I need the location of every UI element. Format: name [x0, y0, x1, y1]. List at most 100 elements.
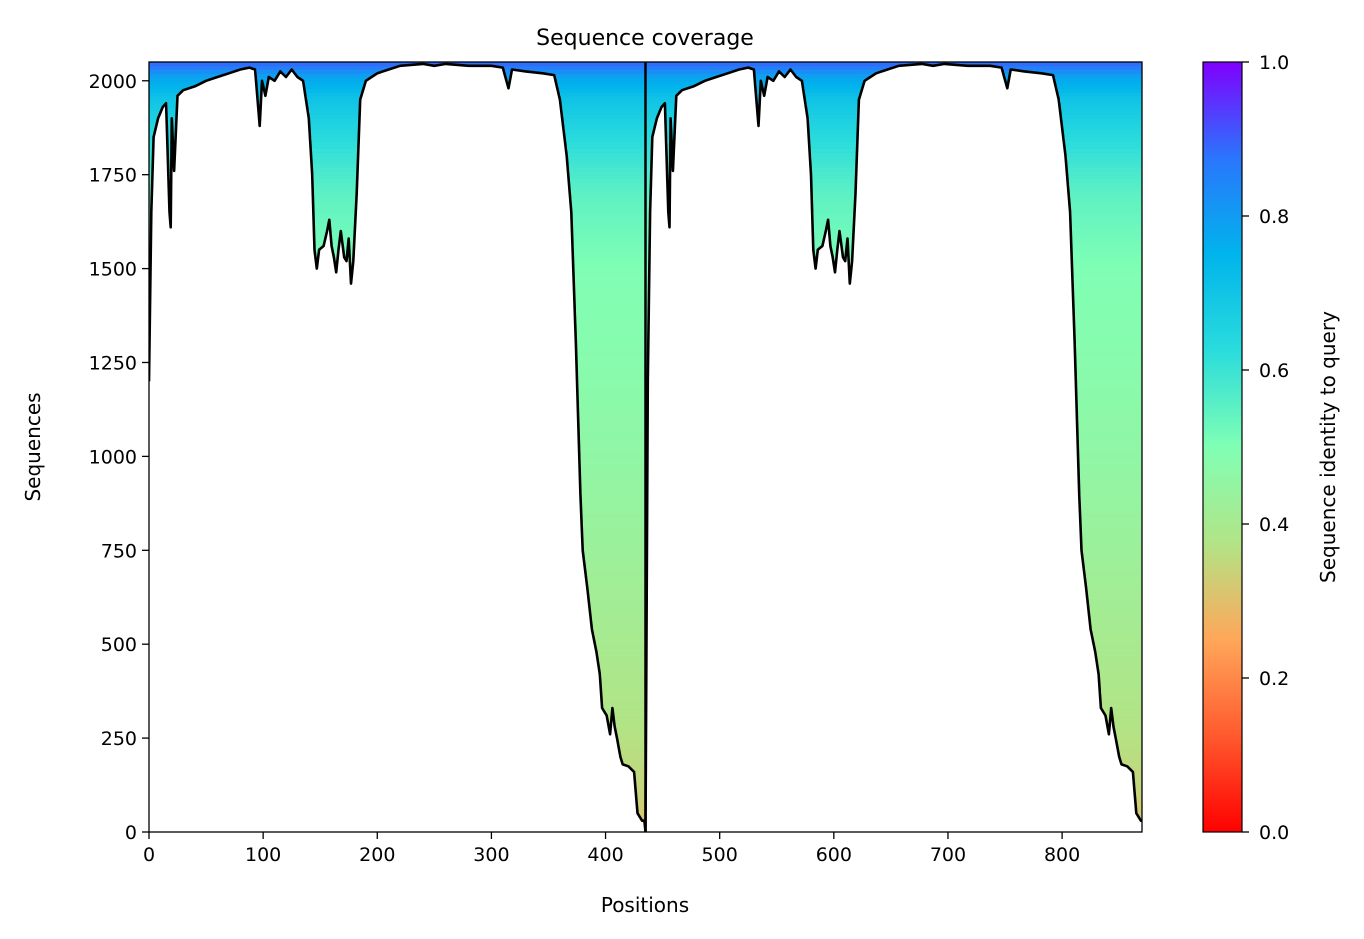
- gap-column: [1082, 569, 1086, 832]
- gap-column: [338, 240, 342, 832]
- gap-column: [642, 820, 645, 832]
- plot-frame: [148, 61, 1143, 833]
- gap-column: [274, 78, 278, 832]
- gap-column: [283, 75, 287, 832]
- gap-column: [400, 65, 403, 832]
- gap-column: [153, 132, 157, 832]
- gap-column: [249, 68, 253, 832]
- gap-column: [1098, 691, 1102, 832]
- gap-column: [176, 95, 180, 832]
- gap-column: [1137, 816, 1141, 832]
- gap-column: [413, 64, 417, 832]
- gap-column: [208, 79, 212, 832]
- gap-column: [920, 63, 924, 832]
- gap-column: [747, 67, 750, 832]
- gap-column: [559, 108, 563, 832]
- gap-column: [311, 174, 314, 832]
- gap-column: [635, 799, 638, 832]
- gap-column: [247, 67, 250, 832]
- gap-column: [756, 111, 759, 832]
- gap-column: [297, 77, 301, 832]
- gap-column: [1094, 651, 1097, 832]
- gap-column: [530, 72, 533, 832]
- gap-column: [726, 73, 730, 832]
- gap-column: [751, 69, 755, 832]
- gap-column: [425, 64, 428, 832]
- gap-column: [308, 137, 312, 832]
- gap-column: [765, 83, 769, 832]
- gap-column: [457, 64, 460, 832]
- gap-column: [785, 74, 789, 832]
- gap-column: [486, 65, 490, 832]
- gap-column: [203, 81, 207, 832]
- gap-column: [454, 64, 458, 832]
- gap-column: [418, 64, 422, 832]
- gap-column: [445, 63, 449, 832]
- gap-column: [1091, 640, 1095, 832]
- gap-column: [292, 72, 296, 832]
- gap-column: [1055, 89, 1058, 832]
- gap-column: [388, 69, 392, 832]
- gap-column: [788, 71, 791, 832]
- gap-column: [916, 64, 919, 832]
- gap-column: [571, 245, 574, 832]
- gap-column: [562, 127, 565, 832]
- gap-column: [169, 227, 173, 832]
- colorbar-tick-label: 0.2: [1259, 668, 1289, 690]
- y-tick-label: 500: [101, 634, 137, 656]
- gap-column: [212, 78, 216, 832]
- x-tick-label: 700: [930, 844, 966, 866]
- gap-column: [1016, 70, 1020, 832]
- gap-column: [817, 248, 821, 832]
- gap-column: [585, 578, 588, 832]
- gap-column: [742, 68, 746, 832]
- gap-column: [324, 236, 328, 832]
- gap-column: [941, 64, 944, 832]
- gap-column: [155, 123, 159, 832]
- gap-column: [863, 80, 867, 832]
- gap-column: [861, 88, 864, 832]
- gap-column: [502, 71, 506, 832]
- gap-column: [1011, 69, 1015, 832]
- gap-column: [333, 264, 337, 832]
- gap-column: [594, 646, 597, 832]
- gap-column: [495, 66, 499, 832]
- gap-column: [991, 66, 995, 832]
- gap-column: [872, 74, 876, 832]
- gap-column: [516, 70, 520, 832]
- gap-column: [804, 103, 807, 832]
- gap-column: [950, 64, 953, 832]
- gap-column: [1034, 72, 1038, 832]
- gap-column: [829, 246, 832, 832]
- y-tick-label: 1250: [89, 352, 137, 374]
- x-tick-label: 300: [473, 844, 509, 866]
- gap-column: [623, 765, 627, 832]
- gap-column: [196, 84, 200, 832]
- gap-column: [694, 85, 698, 832]
- gap-column: [521, 70, 524, 832]
- gap-column: [546, 74, 549, 832]
- gap-column: [427, 64, 431, 832]
- x-tick-label: 0: [143, 844, 155, 866]
- gap-column: [468, 65, 472, 832]
- gap-column: [982, 65, 985, 832]
- gap-column: [753, 83, 757, 832]
- gap-column: [514, 69, 517, 832]
- gap-column: [151, 174, 154, 832]
- y-tick-label: 2000: [89, 71, 137, 93]
- gap-column: [721, 74, 725, 832]
- gap-column: [279, 71, 282, 832]
- gap-column: [911, 64, 915, 832]
- gap-column: [822, 241, 826, 832]
- gap-column: [320, 247, 323, 832]
- gap-column: [1050, 74, 1054, 832]
- gap-column: [833, 272, 837, 832]
- gap-column: [968, 65, 972, 832]
- gap-column: [185, 89, 189, 832]
- gap-column: [1107, 734, 1111, 832]
- gap-column: [904, 65, 908, 832]
- gap-column: [772, 80, 775, 832]
- gap-column: [217, 76, 221, 832]
- gap-column: [575, 381, 579, 832]
